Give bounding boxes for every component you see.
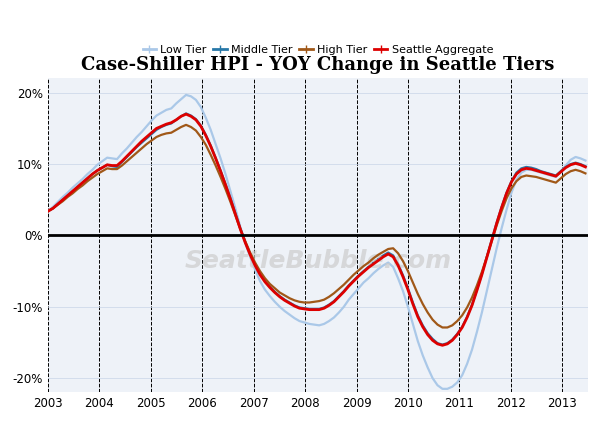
Middle Tier <box>577 161 584 167</box>
Seattle Aggregate <box>439 343 446 348</box>
High Tier <box>311 299 318 304</box>
Middle Tier <box>439 342 446 347</box>
Seattle Aggregate <box>182 112 190 117</box>
Low Tier <box>582 158 589 163</box>
Middle Tier <box>557 169 565 174</box>
Seattle Aggregate <box>311 307 318 312</box>
Seattle Aggregate <box>207 143 214 149</box>
Line: Seattle Aggregate: Seattle Aggregate <box>48 114 586 345</box>
High Tier <box>582 171 589 176</box>
High Tier <box>557 176 565 181</box>
Line: Middle Tier: Middle Tier <box>48 113 586 344</box>
Middle Tier <box>311 307 318 312</box>
Middle Tier <box>429 336 436 341</box>
Low Tier <box>557 169 565 174</box>
Seattle Aggregate <box>429 338 436 343</box>
Low Tier <box>429 375 436 381</box>
Seattle Aggregate <box>557 169 565 174</box>
Middle Tier <box>582 164 589 169</box>
Middle Tier <box>182 111 190 116</box>
Seattle Aggregate <box>577 162 584 167</box>
Middle Tier <box>44 208 52 214</box>
Line: Low Tier: Low Tier <box>48 95 586 389</box>
Low Tier <box>439 386 446 392</box>
Low Tier <box>44 208 52 214</box>
Middle Tier <box>296 305 303 310</box>
Low Tier <box>311 322 318 327</box>
Low Tier <box>296 318 303 324</box>
Middle Tier <box>207 143 214 148</box>
Legend: Low Tier, Middle Tier, High Tier, Seattle Aggregate: Low Tier, Middle Tier, High Tier, Seattl… <box>138 40 498 59</box>
Low Tier <box>182 92 190 98</box>
Low Tier <box>577 156 584 161</box>
Text: SeattleBubble.com: SeattleBubble.com <box>184 249 452 272</box>
High Tier <box>296 299 303 304</box>
High Tier <box>577 169 584 174</box>
High Tier <box>207 152 214 157</box>
Seattle Aggregate <box>582 164 589 170</box>
High Tier <box>429 317 436 322</box>
High Tier <box>44 208 52 214</box>
Low Tier <box>207 127 214 133</box>
Seattle Aggregate <box>296 306 303 311</box>
Title: Case-Shiller HPI - YOY Change in Seattle Tiers: Case-Shiller HPI - YOY Change in Seattle… <box>82 56 554 74</box>
High Tier <box>439 325 446 330</box>
Line: High Tier: High Tier <box>48 125 586 327</box>
High Tier <box>182 122 190 127</box>
Seattle Aggregate <box>44 208 52 214</box>
